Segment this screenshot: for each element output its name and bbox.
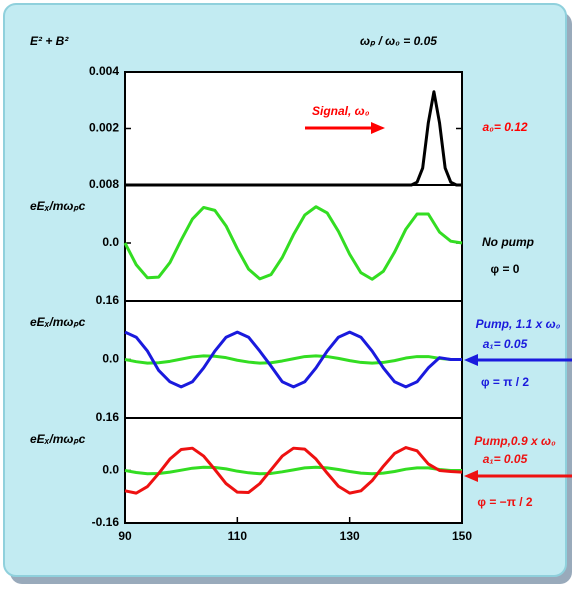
data-line: [124, 354, 462, 365]
y-tick-label: 0.004: [89, 64, 119, 78]
annotation: Pump,0.9 x ω₀: [474, 434, 556, 448]
data-line: [124, 446, 463, 495]
y-tick-label: 0.0: [102, 235, 119, 249]
annotation: φ = 0: [491, 262, 520, 276]
y-axis-label: eEₓ/mωₚc: [30, 432, 86, 446]
annotation: Signal, ω₀: [312, 104, 370, 118]
arrow-head: [371, 122, 385, 134]
x-tick-label: 150: [452, 529, 472, 543]
y-axis-label: E² + B²: [30, 34, 69, 48]
chart-title: ωₚ / ω₀ = 0.05: [360, 34, 437, 48]
annotation: a₁= 0.05: [483, 452, 528, 466]
y-tick-label: 0.16: [96, 410, 120, 424]
y-tick-label: -0.16: [92, 515, 120, 529]
annotation: a₁= 0.05: [483, 337, 528, 351]
y-tick-label: 0.16: [96, 293, 120, 307]
annotation: No pump: [482, 235, 534, 249]
y-edge-label: 0.008: [89, 177, 119, 191]
arrow-head: [464, 470, 478, 482]
annotation: φ = π / 2: [481, 375, 529, 389]
y-tick-label: 0.002: [89, 121, 119, 135]
annotation: Pump, 1.1 x ω₀: [476, 317, 561, 331]
annotation: a₀= 0.12: [482, 120, 527, 134]
y-axis-label: eEₓ/mωₚc: [30, 315, 86, 329]
y-tick-label: 0.0: [102, 352, 119, 366]
y-tick-label: 0.0: [102, 463, 119, 477]
data-line: [124, 330, 462, 389]
x-tick-label: 130: [340, 529, 360, 543]
x-tick-label: 110: [228, 529, 248, 543]
data-line: [124, 465, 462, 476]
annotation: φ = −π / 2: [477, 495, 532, 509]
data-line: [123, 205, 463, 281]
arrow-head: [464, 354, 478, 366]
x-tick-label: 90: [118, 529, 132, 543]
y-axis-label: eEₓ/mωₚc: [30, 199, 86, 213]
